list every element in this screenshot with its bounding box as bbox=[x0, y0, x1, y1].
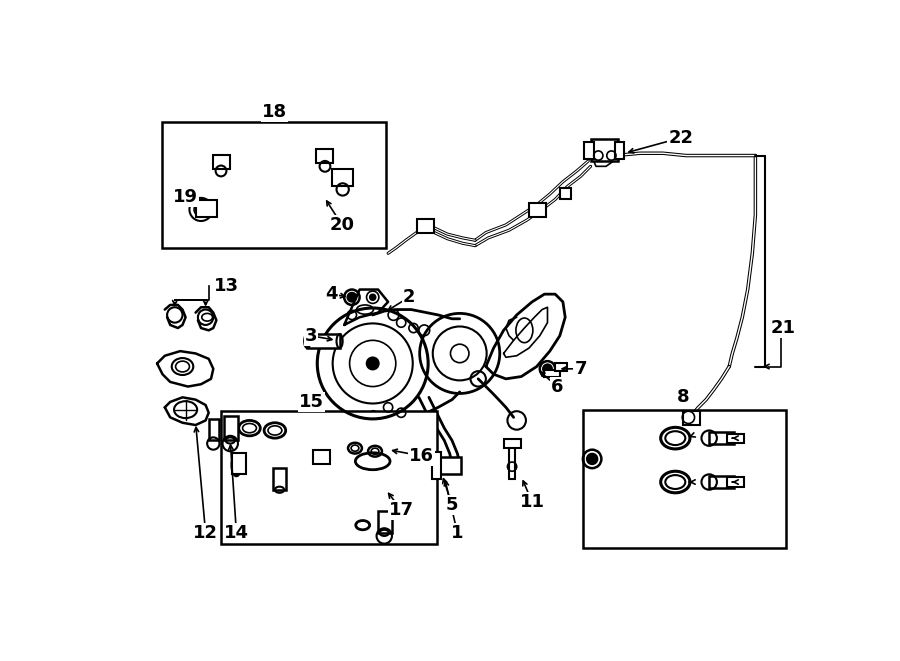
Bar bbox=[307, 334, 339, 348]
Text: 17: 17 bbox=[389, 501, 414, 519]
Bar bbox=[332, 169, 354, 186]
Text: 11: 11 bbox=[519, 493, 544, 511]
Bar bbox=[727, 477, 743, 486]
Text: 4: 4 bbox=[326, 285, 338, 303]
Text: 13: 13 bbox=[214, 278, 238, 295]
Text: 20: 20 bbox=[329, 216, 355, 234]
Circle shape bbox=[347, 293, 356, 302]
Text: 8: 8 bbox=[677, 388, 689, 407]
Bar bbox=[509, 447, 515, 479]
Circle shape bbox=[587, 453, 598, 464]
Bar bbox=[317, 149, 333, 163]
Text: 19: 19 bbox=[173, 188, 198, 206]
Bar bbox=[584, 141, 594, 159]
Bar bbox=[313, 449, 330, 463]
Bar bbox=[555, 364, 567, 371]
Bar bbox=[221, 411, 436, 543]
Text: 3: 3 bbox=[305, 327, 318, 345]
Text: 15: 15 bbox=[299, 393, 324, 411]
Bar bbox=[544, 370, 560, 377]
Bar bbox=[436, 457, 461, 475]
Text: 15: 15 bbox=[299, 393, 324, 411]
Circle shape bbox=[370, 294, 376, 300]
Text: 2: 2 bbox=[402, 288, 415, 306]
Bar bbox=[683, 411, 700, 425]
Text: 8: 8 bbox=[677, 388, 689, 407]
Bar bbox=[727, 434, 743, 443]
Bar bbox=[590, 139, 617, 161]
Bar bbox=[224, 416, 238, 440]
Bar bbox=[232, 453, 246, 475]
Bar bbox=[616, 141, 625, 159]
Circle shape bbox=[543, 364, 552, 373]
Text: 7: 7 bbox=[574, 360, 587, 378]
Text: 16: 16 bbox=[409, 447, 434, 465]
Text: 12: 12 bbox=[194, 524, 218, 542]
Text: 14: 14 bbox=[224, 524, 249, 542]
Bar bbox=[709, 432, 734, 444]
Bar bbox=[417, 219, 434, 233]
Bar bbox=[583, 410, 787, 548]
Bar bbox=[273, 468, 286, 490]
Bar bbox=[529, 204, 546, 217]
Bar bbox=[195, 200, 217, 217]
Bar bbox=[432, 452, 441, 479]
Text: 1: 1 bbox=[451, 524, 464, 542]
Text: 18: 18 bbox=[262, 103, 287, 122]
Text: 6: 6 bbox=[551, 377, 563, 395]
Bar bbox=[378, 512, 392, 533]
Bar bbox=[209, 419, 220, 440]
Bar bbox=[213, 155, 230, 169]
Bar bbox=[163, 122, 386, 248]
Circle shape bbox=[366, 358, 379, 369]
Text: 22: 22 bbox=[668, 129, 693, 147]
Bar bbox=[709, 476, 734, 488]
Text: 21: 21 bbox=[770, 319, 796, 337]
Text: 5: 5 bbox=[446, 496, 458, 514]
Bar bbox=[560, 188, 572, 200]
Bar bbox=[504, 439, 520, 448]
